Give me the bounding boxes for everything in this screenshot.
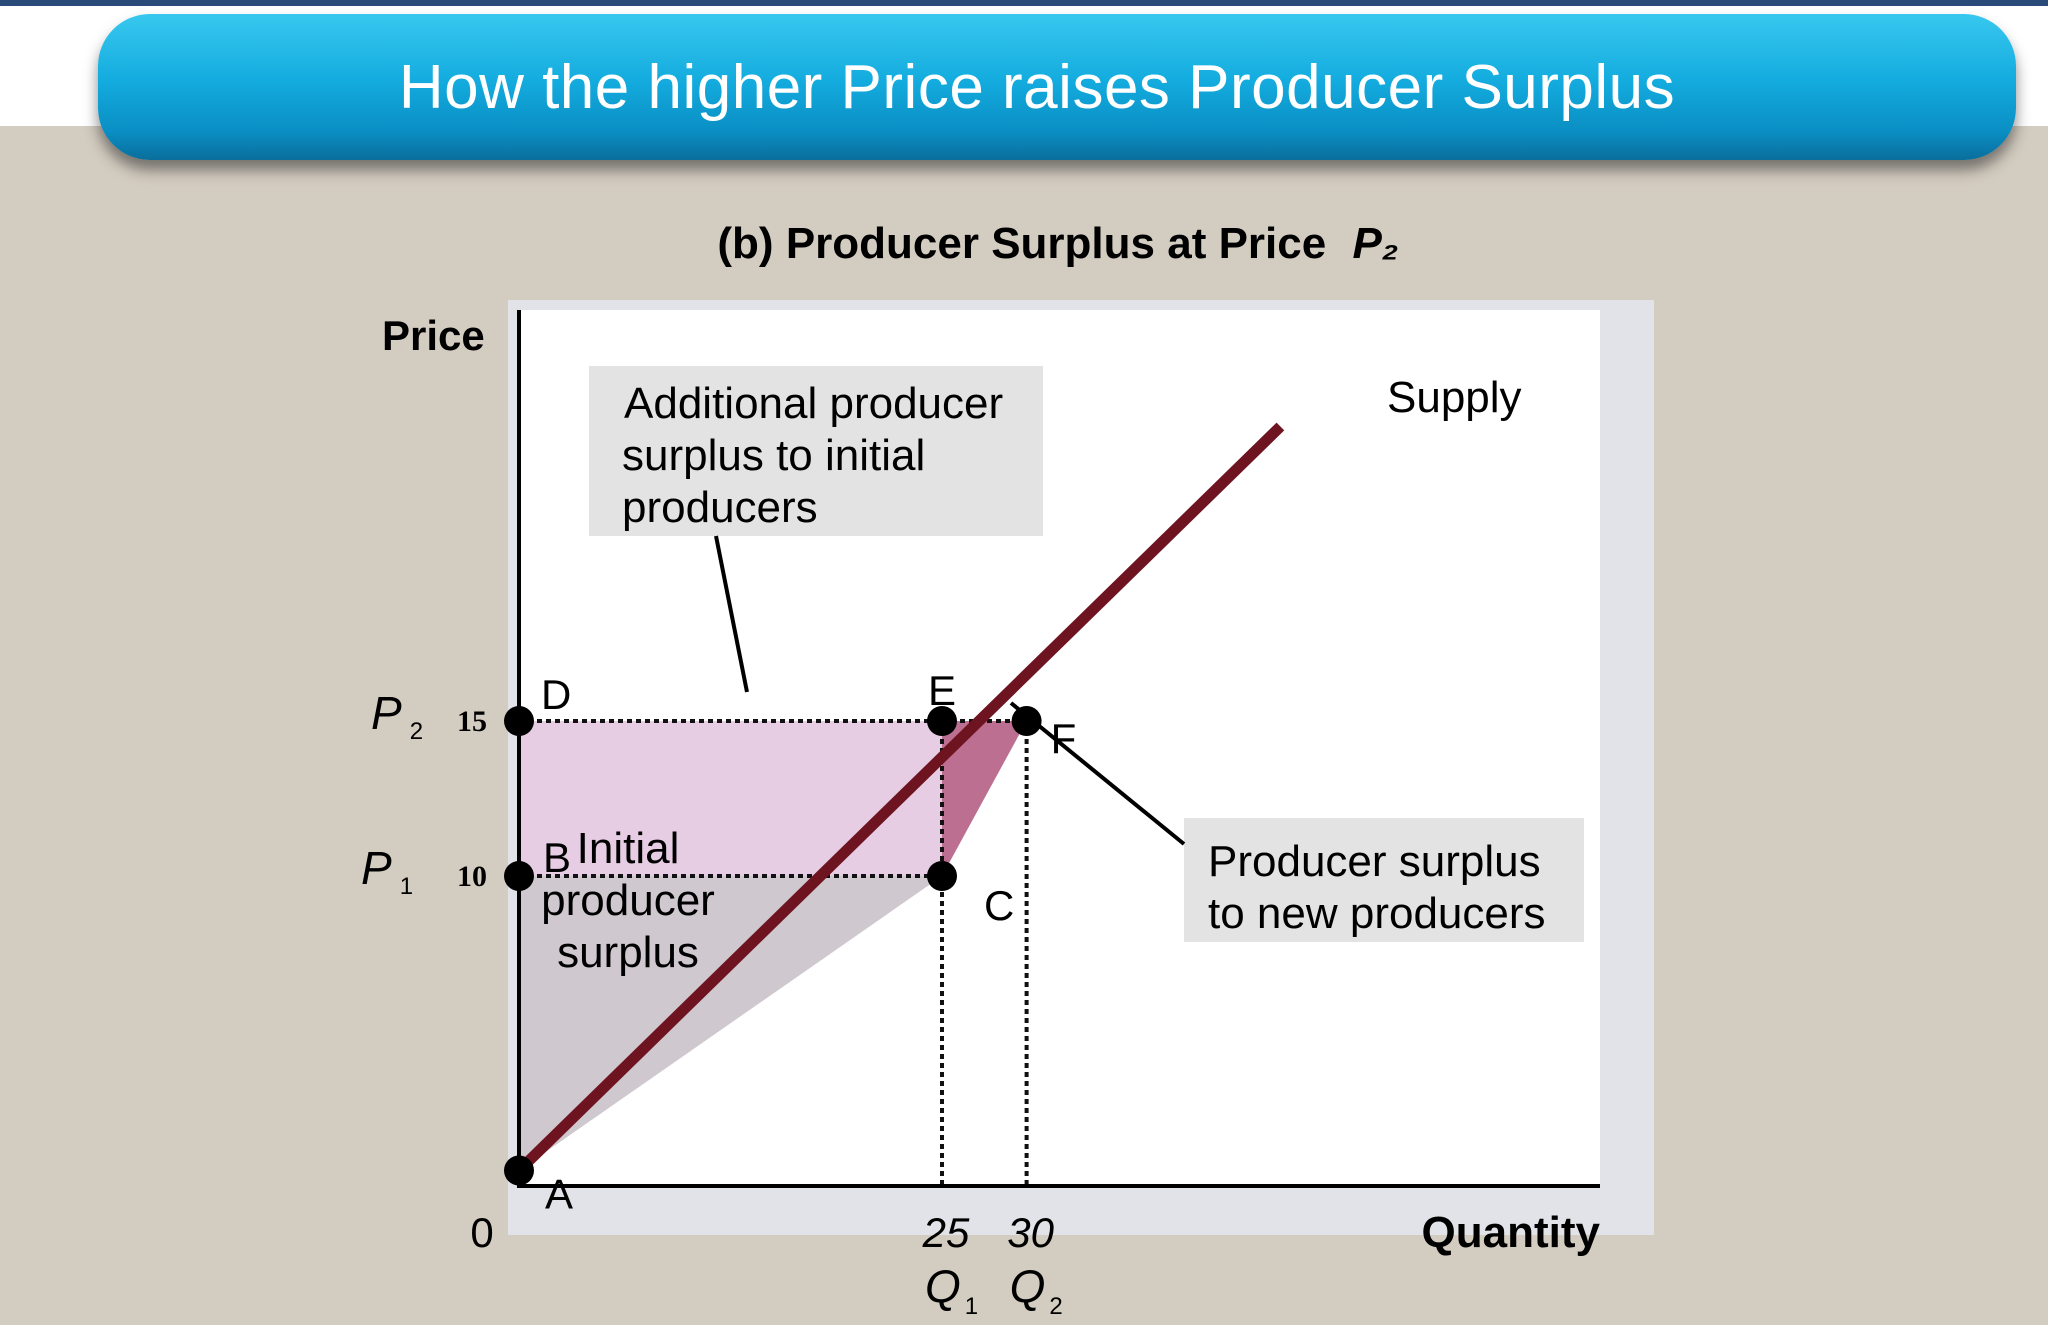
region-new-producer-surplus	[942, 721, 1027, 876]
y-tick-label-15: 15	[457, 705, 487, 738]
annotation-additional-line: surplus to initial	[622, 431, 925, 480]
point-label-E: E	[928, 667, 956, 714]
supply-label: Supply	[1387, 373, 1522, 422]
region-additional-surplus	[519, 721, 942, 876]
point-A	[504, 1155, 534, 1186]
y-axis-label: Price	[382, 312, 485, 359]
region-initial-surplus	[519, 876, 942, 1171]
annotation-initial-line: surplus	[557, 928, 699, 977]
annotation-box-new	[1184, 818, 1584, 942]
chart-title: (b) Producer Surplus at Price P₂	[717, 219, 1398, 268]
x-tick-label-25: 25	[922, 1209, 970, 1256]
point-D	[504, 706, 534, 736]
point-E	[927, 706, 957, 736]
point-label-B: B	[543, 834, 571, 881]
point-F	[1011, 706, 1042, 736]
x-axis-label: Quantity	[1422, 1208, 1601, 1257]
annotation-initial-line: Initial	[577, 824, 680, 873]
header-top-line	[0, 0, 2048, 6]
point-label-A: A	[545, 1171, 573, 1218]
point-B	[504, 861, 534, 891]
supply-line	[515, 422, 1285, 1175]
point-label-C: C	[984, 882, 1014, 929]
point-C	[927, 861, 957, 891]
title-banner: How the higher Price raises Producer Sur…	[98, 14, 2016, 160]
pointer-new	[1009, 701, 1186, 846]
x-tick-label-30: 30	[1007, 1209, 1054, 1256]
point-label-D: D	[541, 671, 571, 718]
annotation-additional-line: producers	[622, 483, 818, 532]
origin-label: 0	[470, 1209, 493, 1256]
annotation-initial-line: producer	[541, 876, 715, 925]
annotation-new-line: to new producers	[1208, 889, 1546, 938]
annotation-new-line: Producer surplus	[1208, 837, 1541, 886]
slide-title: How the higher Price raises Producer Sur…	[398, 52, 1676, 122]
annotation-box-additional	[589, 366, 1043, 536]
annotation-additional-line: Additional producer	[624, 379, 1003, 428]
pointer-additional	[714, 535, 749, 693]
y-tick-label-10: 10	[457, 860, 487, 893]
